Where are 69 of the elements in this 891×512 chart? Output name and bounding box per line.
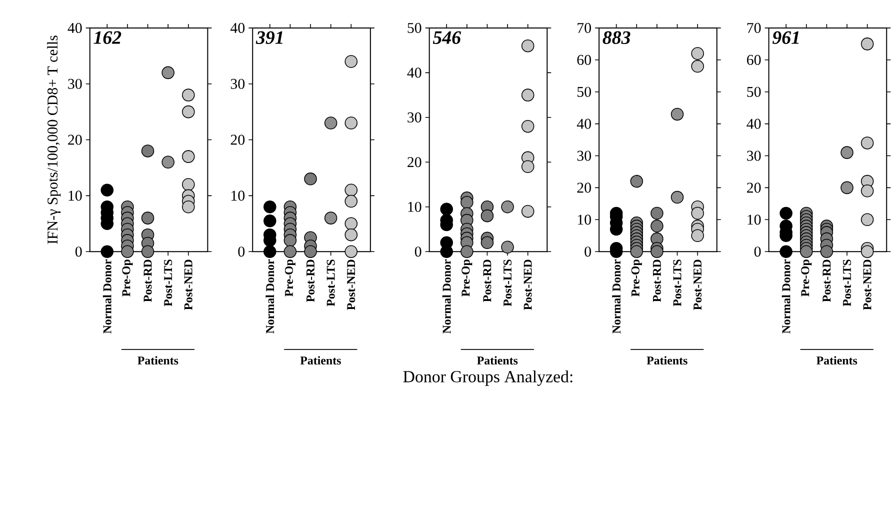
chart-title: 883 bbox=[602, 31, 630, 44]
y-tick-label: 30 bbox=[68, 78, 82, 89]
y-axis-title: IFN-γ Spots/100,000 CD8+ T cells bbox=[47, 36, 61, 244]
y-tick-label: 50 bbox=[747, 86, 761, 97]
x-tick-label: Post-LTS bbox=[164, 260, 172, 306]
y-tick-label: 20 bbox=[230, 134, 245, 145]
y-tick-label: 10 bbox=[578, 214, 591, 225]
y-tick-label: 30 bbox=[408, 112, 422, 122]
x-tick-label: Post-NED bbox=[863, 260, 872, 310]
x-tick-label: Post-LTS bbox=[842, 260, 852, 306]
y-tick-label: 20 bbox=[747, 182, 761, 193]
y-tick-label: 30 bbox=[747, 150, 761, 161]
y-tick-label: 40 bbox=[576, 118, 591, 129]
x-tick-label: Pre-Op bbox=[462, 259, 472, 296]
y-tick-label: 0 bbox=[754, 246, 761, 257]
text: Patients bbox=[138, 356, 178, 364]
y-tick-label: 60 bbox=[747, 54, 761, 65]
x-tick-label: Post-LTS bbox=[673, 260, 682, 306]
x-tick-label: Post-RD bbox=[822, 260, 831, 302]
x-tick-label: Post-RD bbox=[483, 260, 492, 302]
y-tick-label: 40 bbox=[230, 22, 245, 33]
y-tick-label: 50 bbox=[578, 86, 591, 97]
y-tick-label: 30 bbox=[230, 78, 245, 89]
x-tick-label: Post-LTS bbox=[504, 260, 512, 306]
chart-title: 162 bbox=[94, 31, 122, 44]
x-tick-label: Normal Donor bbox=[612, 259, 621, 334]
y-tick-label: 60 bbox=[577, 54, 591, 65]
text: Patients bbox=[477, 356, 518, 364]
y-tick-label: 0 bbox=[75, 246, 82, 257]
y-tick-label: 40 bbox=[407, 68, 422, 78]
y-tick-label: 10 bbox=[68, 190, 82, 201]
y-tick-label: 0 bbox=[584, 246, 591, 257]
y-tick-label: 20 bbox=[68, 134, 82, 145]
y-tick-label: 0 bbox=[238, 246, 245, 257]
chart-title: 961 bbox=[772, 31, 799, 44]
x-tick-label: Pre-Op bbox=[122, 259, 133, 296]
x-tick-label: Post-RD bbox=[306, 260, 314, 302]
y-tick-label: 10 bbox=[231, 190, 245, 201]
text: Patients bbox=[300, 356, 341, 364]
x-tick-label: Post-NED bbox=[524, 260, 532, 310]
y-tick-label: 40 bbox=[68, 22, 82, 33]
text: Patients bbox=[646, 356, 688, 364]
y-tick-label: 20 bbox=[408, 157, 422, 168]
y-tick-label: 10 bbox=[408, 202, 422, 212]
text: Patients bbox=[816, 356, 858, 364]
x-tick-label: Pre-Op bbox=[284, 259, 296, 296]
x-axis-title: Donor Groups Analyzed: bbox=[403, 370, 572, 386]
chart-title: 546 bbox=[432, 31, 462, 44]
x-tick-label: Normal Donor bbox=[266, 259, 274, 334]
x-tick-label: Post-LTS bbox=[326, 260, 335, 306]
y-tick-label: 70 bbox=[578, 22, 591, 33]
x-tick-label: Post-RD bbox=[144, 260, 152, 302]
x-tick-label: Post-RD bbox=[652, 260, 661, 302]
y-tick-label: 10 bbox=[748, 214, 761, 225]
x-tick-label: Post-NED bbox=[347, 260, 356, 310]
x-tick-label: Post-NED bbox=[184, 260, 192, 310]
x-tick-label: Pre-Op bbox=[631, 259, 642, 296]
y-tick-label: 50 bbox=[408, 22, 422, 33]
y-tick-label: 40 bbox=[746, 118, 761, 129]
x-tick-label: Normal Donor bbox=[102, 259, 112, 334]
y-tick-label: 20 bbox=[577, 182, 591, 193]
y-tick-label: 0 bbox=[414, 246, 422, 257]
x-tick-label: Pre-Op bbox=[801, 259, 812, 296]
y-tick-label: 30 bbox=[577, 150, 591, 161]
x-tick-label: Normal Donor bbox=[782, 259, 790, 334]
x-tick-label: Normal Donor bbox=[442, 259, 451, 334]
chart-title: 391 bbox=[256, 31, 282, 44]
x-tick-label: Post-NED bbox=[694, 260, 702, 310]
y-tick-label: 70 bbox=[747, 22, 761, 33]
